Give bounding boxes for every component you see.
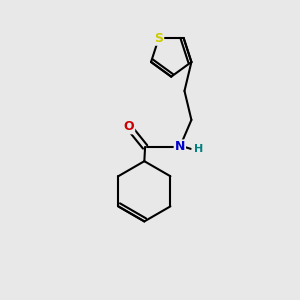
Text: O: O: [124, 120, 134, 133]
Text: H: H: [194, 144, 203, 154]
Text: S: S: [154, 32, 163, 45]
Text: N: N: [175, 140, 185, 153]
